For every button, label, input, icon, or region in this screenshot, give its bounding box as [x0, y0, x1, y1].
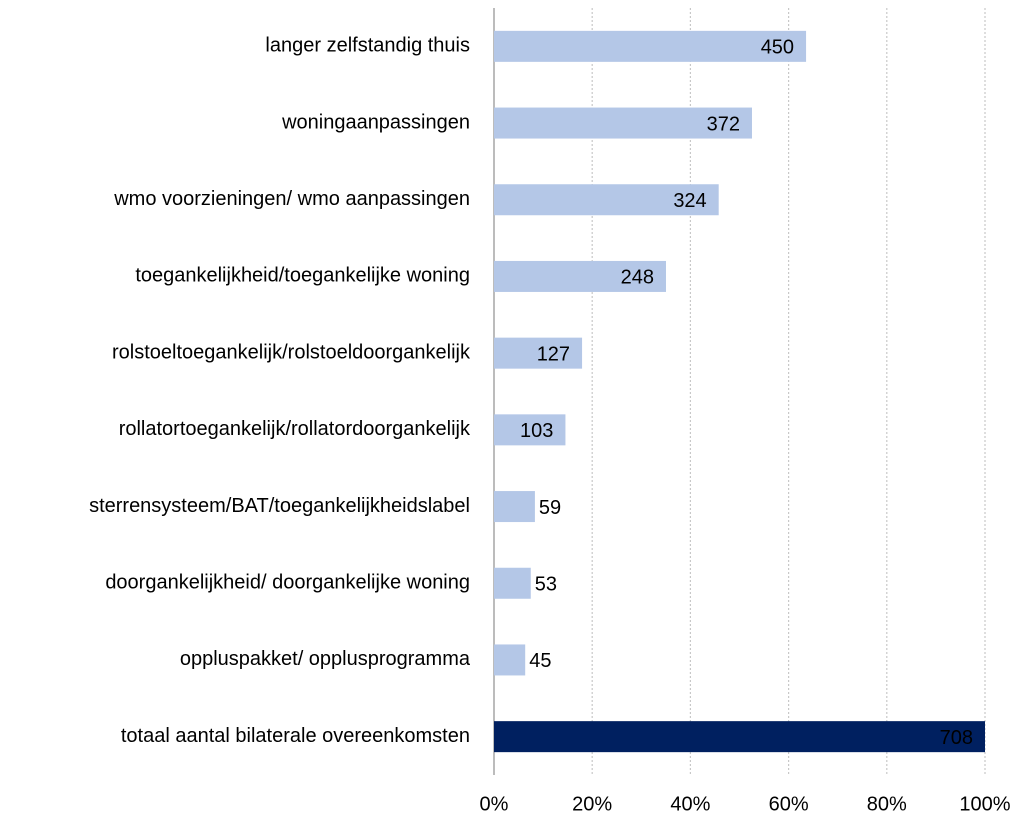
y-tick-label: doorgankelijkheid/ doorgankelijke woning: [105, 572, 470, 594]
x-tick-label: 80%: [867, 793, 907, 815]
y-tick-label: rolstoeltoegankelijk/rolstoeldoorgankeli…: [112, 341, 471, 363]
data-label: 53: [535, 574, 557, 596]
y-tick-label: sterrensysteem/BAT/toegankelijkheidslabe…: [89, 495, 470, 517]
data-label: 127: [537, 343, 570, 365]
data-label: 248: [621, 267, 654, 289]
data-label: 324: [673, 190, 706, 212]
y-tick-label: oppluspakket/ opplusprogramma: [180, 648, 471, 670]
x-tick-label: 20%: [572, 793, 612, 815]
data-label: 708: [940, 727, 973, 749]
bar: [494, 567, 531, 599]
y-tick-label: langer zelfstandig thuis: [265, 35, 470, 57]
bar: [494, 644, 526, 676]
data-label: 450: [761, 37, 794, 59]
x-tick-label: 40%: [670, 793, 710, 815]
data-label: 45: [529, 650, 551, 672]
data-label: 372: [707, 113, 740, 135]
bar: [494, 337, 583, 369]
y-tick-label: toegankelijkheid/toegankelijke woning: [135, 265, 470, 287]
bar: [494, 260, 666, 292]
bar: [494, 107, 752, 139]
y-tick-label: wmo voorzieningen/ wmo aanpassingen: [113, 188, 470, 210]
x-tick-label: 60%: [769, 793, 809, 815]
x-tick-label: 0%: [480, 793, 509, 815]
bar: [494, 30, 807, 62]
y-tick-label: rollatortoegankelijk/rollatordoorgankeli…: [119, 418, 471, 440]
bar: [494, 721, 985, 753]
bar: [494, 414, 566, 446]
x-tick-label: 100%: [959, 793, 1010, 815]
data-label: 59: [539, 497, 561, 519]
bar: [494, 184, 719, 216]
bar: [494, 491, 535, 523]
y-tick-label: woningaanpassingen: [281, 111, 470, 133]
data-label: 103: [520, 420, 553, 442]
y-tick-label: totaal aantal bilaterale overeenkomsten: [121, 725, 470, 747]
